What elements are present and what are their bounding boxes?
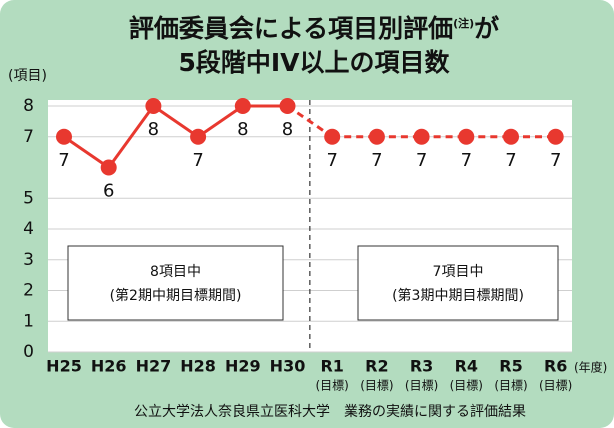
y-tick-label: 4 xyxy=(23,219,34,239)
x-tick-label: R4 xyxy=(455,357,478,376)
period-range: (第3期中期目標期間) xyxy=(392,287,524,304)
period-box xyxy=(67,245,284,321)
point xyxy=(413,128,430,145)
title-note: (注) xyxy=(453,16,474,30)
line-segment xyxy=(286,104,334,138)
data-label: 7 xyxy=(550,150,561,171)
data-label: 7 xyxy=(326,150,337,171)
period-title: 7項目中 xyxy=(433,264,484,280)
period-box xyxy=(357,245,559,321)
data-label: 6 xyxy=(103,181,114,202)
y-tick-label: 7 xyxy=(23,127,34,147)
data-label: 8 xyxy=(282,119,293,140)
y-tick-label: 5 xyxy=(23,188,34,208)
x-tick-label: R6 xyxy=(544,357,567,376)
chart-title: が xyxy=(474,14,499,43)
x-tick-label: R2 xyxy=(365,357,388,376)
x-tick-label: H27 xyxy=(136,357,172,376)
point xyxy=(547,128,564,145)
data-label: 7 xyxy=(58,150,69,171)
x-sublabel: (目標) xyxy=(405,379,438,393)
point xyxy=(458,128,475,145)
x-tick-label: H30 xyxy=(270,357,306,376)
x-sublabel: (目標) xyxy=(450,379,483,393)
point xyxy=(324,128,341,145)
line-segment xyxy=(107,105,155,169)
footer: 公立大学法人奈良県立医科大学 業務の実績に関する評価結果 xyxy=(134,404,526,420)
point xyxy=(56,128,72,145)
y-tick-label: 3 xyxy=(23,250,34,270)
data-label: 7 xyxy=(416,150,427,171)
line-segment xyxy=(152,104,199,138)
y-axis-label: (項目) xyxy=(8,68,47,84)
point xyxy=(503,128,519,145)
y-tick-label: 1 xyxy=(23,311,34,331)
x-sublabel: (目標) xyxy=(360,379,393,393)
point xyxy=(279,98,296,114)
point xyxy=(234,98,251,114)
x-sublabel: (目標) xyxy=(539,379,572,393)
chart-title: 5段階中IV以上の項目数 xyxy=(178,48,450,77)
data-label: 7 xyxy=(461,150,472,171)
x-sublabel: (目標) xyxy=(316,379,349,393)
line-segment xyxy=(63,135,110,169)
data-label: 8 xyxy=(148,119,159,140)
y-tick-label: 2 xyxy=(23,281,34,301)
data-label: 8 xyxy=(237,119,248,140)
chart-title: 評価委員会による項目別評価 xyxy=(129,14,453,43)
x-sublabel: (目標) xyxy=(494,379,527,393)
y-tick-label: 0 xyxy=(23,342,34,362)
data-label: 7 xyxy=(505,150,516,171)
x-tick-label: R1 xyxy=(320,357,343,376)
period-title: 8項目中 xyxy=(150,264,201,280)
x-axis-unit: (年度) xyxy=(574,360,607,375)
period-range: (第2期中期目標期間) xyxy=(110,287,242,304)
x-tick-label: H25 xyxy=(46,357,82,376)
y-tick-label: 8 xyxy=(23,96,34,116)
data-label: 7 xyxy=(192,150,203,171)
point xyxy=(100,159,117,176)
point xyxy=(145,98,162,114)
point xyxy=(190,128,207,145)
x-tick-label: R5 xyxy=(499,357,522,376)
line-segment xyxy=(197,104,244,138)
data-label: 7 xyxy=(371,150,382,171)
point xyxy=(368,128,385,145)
x-tick-label: H29 xyxy=(225,357,261,376)
x-tick-label: R3 xyxy=(410,357,433,376)
x-tick-label: H28 xyxy=(180,357,216,376)
x-tick-label: H26 xyxy=(91,357,127,376)
